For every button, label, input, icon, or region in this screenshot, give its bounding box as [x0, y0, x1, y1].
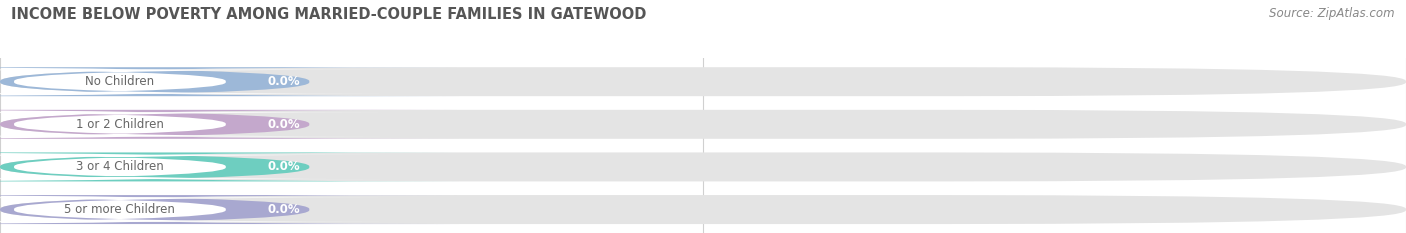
FancyBboxPatch shape: [0, 197, 396, 222]
FancyBboxPatch shape: [0, 67, 458, 96]
Text: 0.0%: 0.0%: [267, 161, 301, 173]
FancyBboxPatch shape: [0, 112, 396, 137]
FancyBboxPatch shape: [0, 67, 1406, 96]
Text: Source: ZipAtlas.com: Source: ZipAtlas.com: [1270, 7, 1395, 20]
Text: No Children: No Children: [86, 75, 155, 88]
FancyBboxPatch shape: [0, 152, 458, 182]
FancyBboxPatch shape: [0, 195, 1406, 224]
FancyBboxPatch shape: [0, 152, 1406, 182]
Text: INCOME BELOW POVERTY AMONG MARRIED-COUPLE FAMILIES IN GATEWOOD: INCOME BELOW POVERTY AMONG MARRIED-COUPL…: [11, 7, 647, 22]
Text: 0.0%: 0.0%: [267, 203, 301, 216]
Text: 5 or more Children: 5 or more Children: [65, 203, 176, 216]
FancyBboxPatch shape: [0, 110, 458, 139]
FancyBboxPatch shape: [0, 69, 396, 94]
FancyBboxPatch shape: [0, 110, 1406, 139]
Text: 3 or 4 Children: 3 or 4 Children: [76, 161, 165, 173]
FancyBboxPatch shape: [0, 155, 396, 179]
Text: 0.0%: 0.0%: [267, 75, 301, 88]
Text: 1 or 2 Children: 1 or 2 Children: [76, 118, 165, 131]
FancyBboxPatch shape: [0, 195, 458, 224]
Text: 0.0%: 0.0%: [267, 118, 301, 131]
